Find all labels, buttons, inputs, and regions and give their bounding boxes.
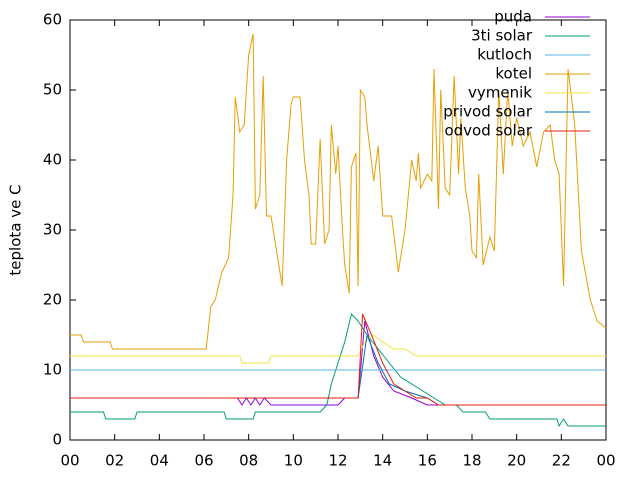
x-tick-label: 14 [373,452,392,470]
y-tick-label: 20 [43,291,62,309]
x-tick-label: 10 [284,452,303,470]
x-tick-label: 12 [328,452,347,470]
y-tick-label: 50 [43,81,62,99]
x-tick-label: 22 [552,452,571,470]
series-line [70,334,606,364]
legend-label: privod solar [443,103,533,121]
legend-label: odvod solar [444,122,532,140]
y-axis-label: teplota ve C [7,184,25,275]
legend-label: puda [494,8,532,26]
y-tick-label: 60 [43,11,62,29]
x-tick-label: 02 [105,452,124,470]
x-tick-label: 18 [462,452,481,470]
legend-label: kotel [495,65,532,83]
y-tick-label: 30 [43,221,62,239]
x-tick-label: 08 [239,452,258,470]
x-tick-label: 20 [507,452,526,470]
series-line [70,313,606,406]
legend-label: kutloch [477,46,532,64]
x-tick-label: 00 [596,452,615,470]
x-tick-label: 16 [418,452,437,470]
x-tick-label: 06 [194,452,213,470]
y-tick-label: 0 [52,431,62,449]
legend-label: 3ti solar [471,27,533,45]
y-tick-label: 40 [43,151,62,169]
series-line [70,33,607,350]
x-tick-label: 00 [60,452,79,470]
y-tick-label: 10 [43,361,62,379]
series-line [70,320,606,406]
x-tick-label: 04 [150,452,169,470]
legend-label: vymenik [468,84,532,102]
